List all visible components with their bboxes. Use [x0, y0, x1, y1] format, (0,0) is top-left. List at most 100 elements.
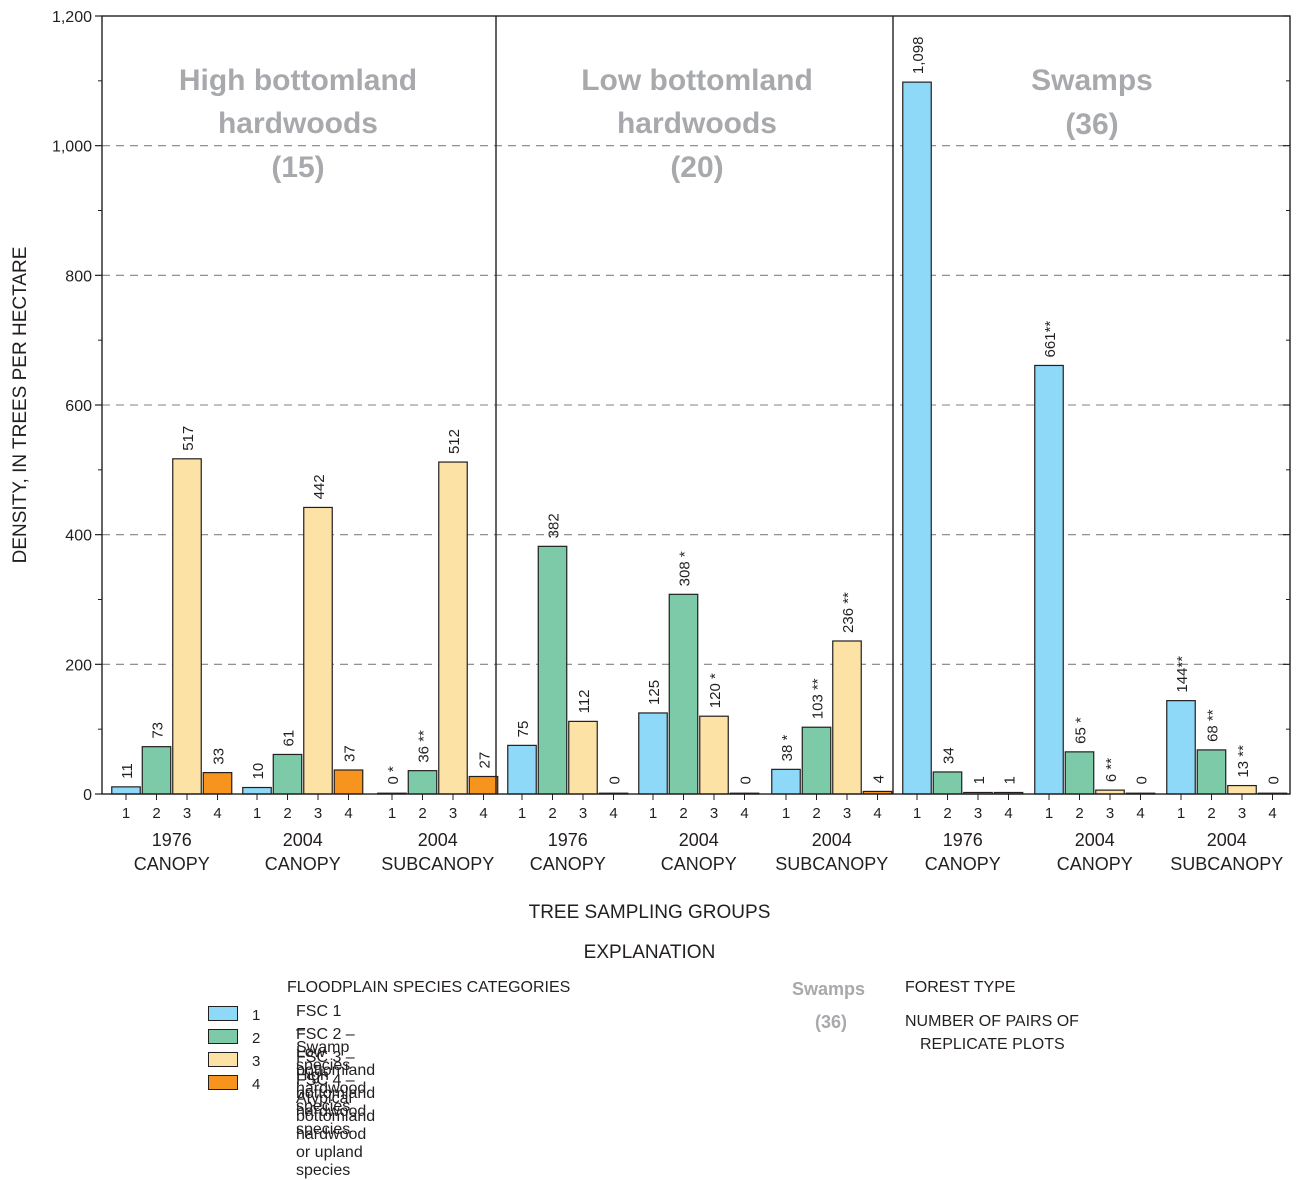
- bar-fsc1: [902, 81, 932, 795]
- y-tick-label: 800: [65, 268, 92, 285]
- x-tick-label: 4: [479, 805, 487, 822]
- group-layer-label: SUBCANOPY: [381, 854, 494, 874]
- group-layer-label: CANOPY: [661, 854, 737, 874]
- bar-value-label: 1: [971, 776, 988, 784]
- bar-value-label: 0: [1266, 776, 1283, 784]
- bar-value-label: 75: [515, 721, 532, 738]
- bar-value-label: 512: [446, 429, 463, 454]
- bar-fsc3: [303, 506, 333, 795]
- x-tick-label: 2: [1207, 805, 1215, 822]
- x-tick-label: 4: [740, 805, 748, 822]
- panel-title: High bottomland: [179, 64, 417, 97]
- bar-value-label: 1,098: [910, 37, 927, 75]
- panel-title: hardwoods: [218, 107, 378, 140]
- panel-pairs: (15): [271, 151, 324, 184]
- x-tick-label: 1: [122, 805, 130, 822]
- x-tick-label: 3: [710, 805, 718, 822]
- bar-value-label: 27: [477, 752, 494, 769]
- bar-value-label: 10: [250, 763, 267, 780]
- x-tick-label: 1: [1045, 805, 1053, 822]
- x-tick-label: 3: [1106, 805, 1114, 822]
- x-tick-label: 2: [943, 805, 951, 822]
- bar-fsc3: [832, 640, 862, 795]
- bar-value-label: 34: [941, 747, 958, 764]
- bars: [111, 81, 1288, 795]
- x-tick-label: 2: [1075, 805, 1083, 822]
- group-layer-label: CANOPY: [530, 854, 606, 874]
- bar-fsc3: [172, 458, 202, 795]
- x-tick-label: 1: [253, 805, 261, 822]
- group-year-label: 2004: [418, 830, 458, 850]
- panel-pairs: (20): [670, 151, 723, 184]
- y-tick-label: 200: [65, 657, 92, 674]
- x-tick-label: 3: [1238, 805, 1246, 822]
- group-year-label: 1976: [152, 830, 192, 850]
- bar-fsc1: [638, 712, 668, 795]
- group-year-label: 1976: [548, 830, 588, 850]
- bar-value-label: 6 **: [1103, 758, 1120, 782]
- bar-value-label: 144**: [1174, 656, 1191, 693]
- group-year-label: 2004: [1075, 830, 1115, 850]
- bar-fsc4: [333, 769, 364, 795]
- bar-value-label: 236 **: [840, 592, 857, 633]
- bar-value-label: 11: [119, 763, 136, 779]
- x-tick-label: 1: [518, 805, 526, 822]
- group-year-label: 2004: [812, 830, 852, 850]
- x-tick-label: 4: [1268, 805, 1276, 822]
- bar-value-label: 4: [871, 775, 888, 783]
- bar-value-label: 125: [646, 680, 663, 705]
- bar-fsc2: [1064, 751, 1095, 795]
- x-tick-label: 1: [782, 805, 790, 822]
- x-tick-label: 4: [213, 805, 221, 822]
- x-tick-label: 2: [812, 805, 820, 822]
- x-tick-label: 1: [913, 805, 921, 822]
- bar-fsc2: [537, 545, 568, 795]
- bar-value-label: 442: [311, 474, 328, 499]
- bar-fsc1: [242, 786, 272, 795]
- y-tick-label: 0: [83, 787, 92, 804]
- bar-value-label: 36 **: [416, 730, 433, 763]
- x-tick-label: 2: [152, 805, 160, 822]
- x-tick-label: 1: [388, 805, 396, 822]
- y-tick-label: 1,200: [52, 9, 92, 26]
- bar-value-label: 103 **: [810, 678, 827, 719]
- bar-value-label: 382: [546, 513, 563, 538]
- bar-fsc1: [111, 786, 141, 795]
- x-tick-label: 4: [344, 805, 352, 822]
- x-tick-label: 2: [283, 805, 291, 822]
- bar-fsc1: [1034, 364, 1064, 795]
- group-layer-label: CANOPY: [1057, 854, 1133, 874]
- bar-value-label: 13 **: [1235, 745, 1252, 778]
- bar-fsc1: [507, 744, 537, 795]
- bar-value-label: 73: [150, 722, 167, 739]
- bar-fsc3: [568, 720, 598, 795]
- x-tick-label: 3: [314, 805, 322, 822]
- bar-value-label: 0: [738, 776, 755, 784]
- bar-value-label: 112: [576, 689, 593, 713]
- x-tick-label: 1: [1177, 805, 1185, 822]
- x-tick-label: 4: [1136, 805, 1144, 822]
- group-year-label: 2004: [679, 830, 719, 850]
- bar-fsc2: [801, 726, 832, 795]
- x-tick-label: 2: [418, 805, 426, 822]
- bar-value-label: 0: [1134, 776, 1151, 784]
- bar-fsc2: [932, 771, 963, 795]
- bar-fsc4: [468, 775, 499, 795]
- group-layer-label: CANOPY: [925, 854, 1001, 874]
- group-year-label: 2004: [283, 830, 323, 850]
- panel-pairs: (36): [1065, 108, 1118, 141]
- x-tick-label: 3: [579, 805, 587, 822]
- bar-value-label: 0 *: [385, 766, 402, 785]
- bar-fsc2: [272, 753, 303, 795]
- panel-title: hardwoods: [617, 107, 777, 140]
- y-tick-label: 400: [65, 528, 92, 545]
- x-tick-label: 3: [449, 805, 457, 822]
- bar-value-label: 68 **: [1205, 709, 1222, 742]
- group-year-label: 1976: [943, 830, 983, 850]
- group-layer-label: CANOPY: [134, 854, 210, 874]
- bar-value-label: 308 *: [677, 551, 694, 586]
- bar-fsc2: [1196, 749, 1227, 795]
- y-tick-label: 600: [65, 398, 92, 415]
- group-layer-label: SUBCANOPY: [775, 854, 888, 874]
